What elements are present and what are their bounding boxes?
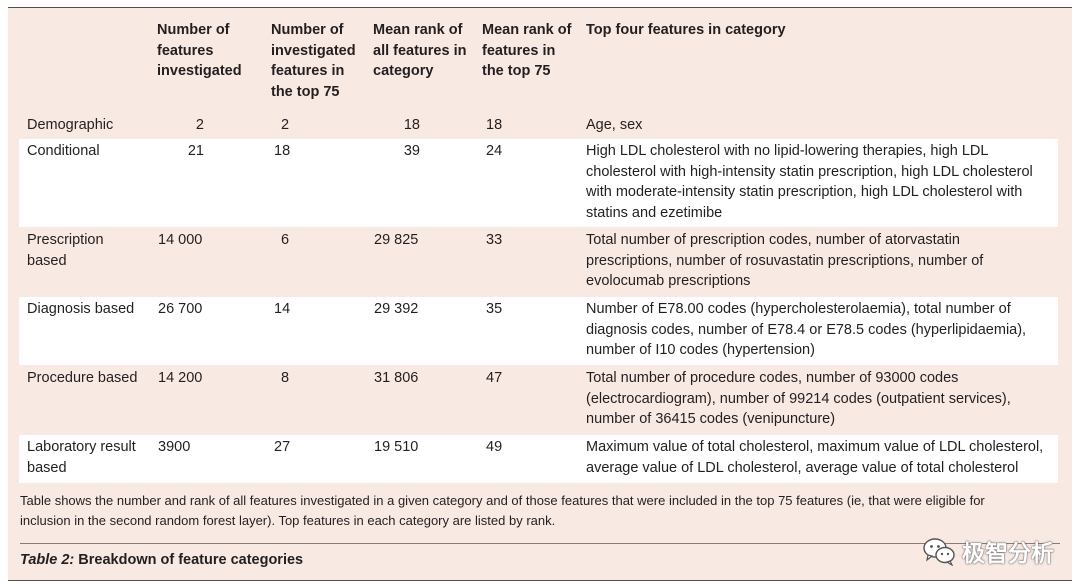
mean-rank-top75-cell: 18 <box>486 117 503 133</box>
num-top75-cell: 8 <box>281 370 290 386</box>
num-investigated-cell: 14 000 <box>158 232 203 248</box>
num-investigated-cell: 2 <box>195 117 204 133</box>
num-investigated-cell: 21 <box>187 143 204 159</box>
category-cell: Conditional <box>27 143 100 159</box>
mean-rank-top75-cell: 47 <box>486 370 503 386</box>
caption-label: Table 2: <box>20 552 75 568</box>
mean-rank-all-cell: 19 510 <box>374 439 419 455</box>
category-cell: Diagnosis based <box>27 301 135 317</box>
category-cell: Prescription based <box>27 232 104 269</box>
mean-rank-all-cell: 29 825 <box>374 232 419 248</box>
features-cell: Maximum value of total cholesterol, maxi… <box>586 439 1044 476</box>
mean-rank-top75-cell: 35 <box>486 301 503 317</box>
mean-rank-all-cell: 39 <box>403 143 420 159</box>
category-cell: Procedure based <box>27 370 138 386</box>
caption-title: Breakdown of feature categories <box>74 552 304 568</box>
features-cell: Total number of prescription codes, numb… <box>586 232 984 289</box>
table-footnote: Table shows the number and rank of all f… <box>20 493 985 528</box>
table-row: Conditional 21 18 39 24 High LDL cholest… <box>8 139 1072 227</box>
num-investigated-cell: 14 200 <box>158 370 203 386</box>
mean-rank-top75-cell: 24 <box>486 143 503 159</box>
wechat-icon <box>923 538 955 566</box>
table-row: Laboratory result based 3900 27 19 510 4… <box>8 435 1072 483</box>
table-row: Demographic 2 2 18 18 Age, sex <box>8 113 1072 137</box>
category-cell: Demographic <box>27 117 114 133</box>
row-band <box>19 297 1058 365</box>
header-top-four: Top four features in category <box>586 22 786 38</box>
num-top75-cell: 6 <box>281 232 290 248</box>
table-panel: Number of features investigated Number o… <box>8 7 1072 581</box>
features-cell: Total number of procedure codes, number … <box>586 370 1011 427</box>
row-band <box>19 139 1058 227</box>
table-header: Number of features investigated Number o… <box>8 20 1072 112</box>
table-caption: Table 2: Breakdown of feature categories <box>20 549 303 571</box>
mean-rank-all-cell: 31 806 <box>374 370 419 386</box>
num-top75-cell: 27 <box>274 439 291 455</box>
watermark: 极智分析 <box>922 533 1054 569</box>
table-row: Procedure based 14 200 8 31 806 47 Total… <box>8 366 1072 434</box>
mean-rank-all-cell: 18 <box>403 117 420 133</box>
table-row: Diagnosis based 26 700 14 29 392 35 Numb… <box>8 297 1072 365</box>
watermark-text: 极智分析 <box>962 540 1054 566</box>
num-top75-cell: 18 <box>274 143 291 159</box>
num-investigated-cell: 3900 <box>158 439 191 455</box>
mean-rank-top75-cell: 49 <box>486 439 503 455</box>
row-band <box>19 435 1058 483</box>
category-cell: Laboratory result based <box>27 439 136 476</box>
num-top75-cell: 2 <box>281 117 290 133</box>
features-cell: Number of E78.00 codes (hypercholesterol… <box>586 301 1027 358</box>
num-top75-cell: 14 <box>274 301 291 317</box>
table-row: Prescription based 14 000 6 29 825 33 To… <box>8 228 1072 296</box>
caption-divider <box>20 543 1060 544</box>
num-investigated-cell: 26 700 <box>158 301 203 317</box>
header-num-investigated: Number of features investigated <box>157 22 242 79</box>
header-mean-rank-top75: Mean rank of features in the top 75 <box>482 22 572 79</box>
header-num-top75: Number of investigated features in the t… <box>271 22 356 100</box>
mean-rank-all-cell: 29 392 <box>374 301 419 317</box>
header-mean-rank-all: Mean rank of all features in category <box>373 22 467 79</box>
features-cell: High LDL cholesterol with no lipid-lower… <box>586 143 1033 221</box>
mean-rank-top75-cell: 33 <box>486 232 503 248</box>
features-cell: Age, sex <box>586 117 643 133</box>
